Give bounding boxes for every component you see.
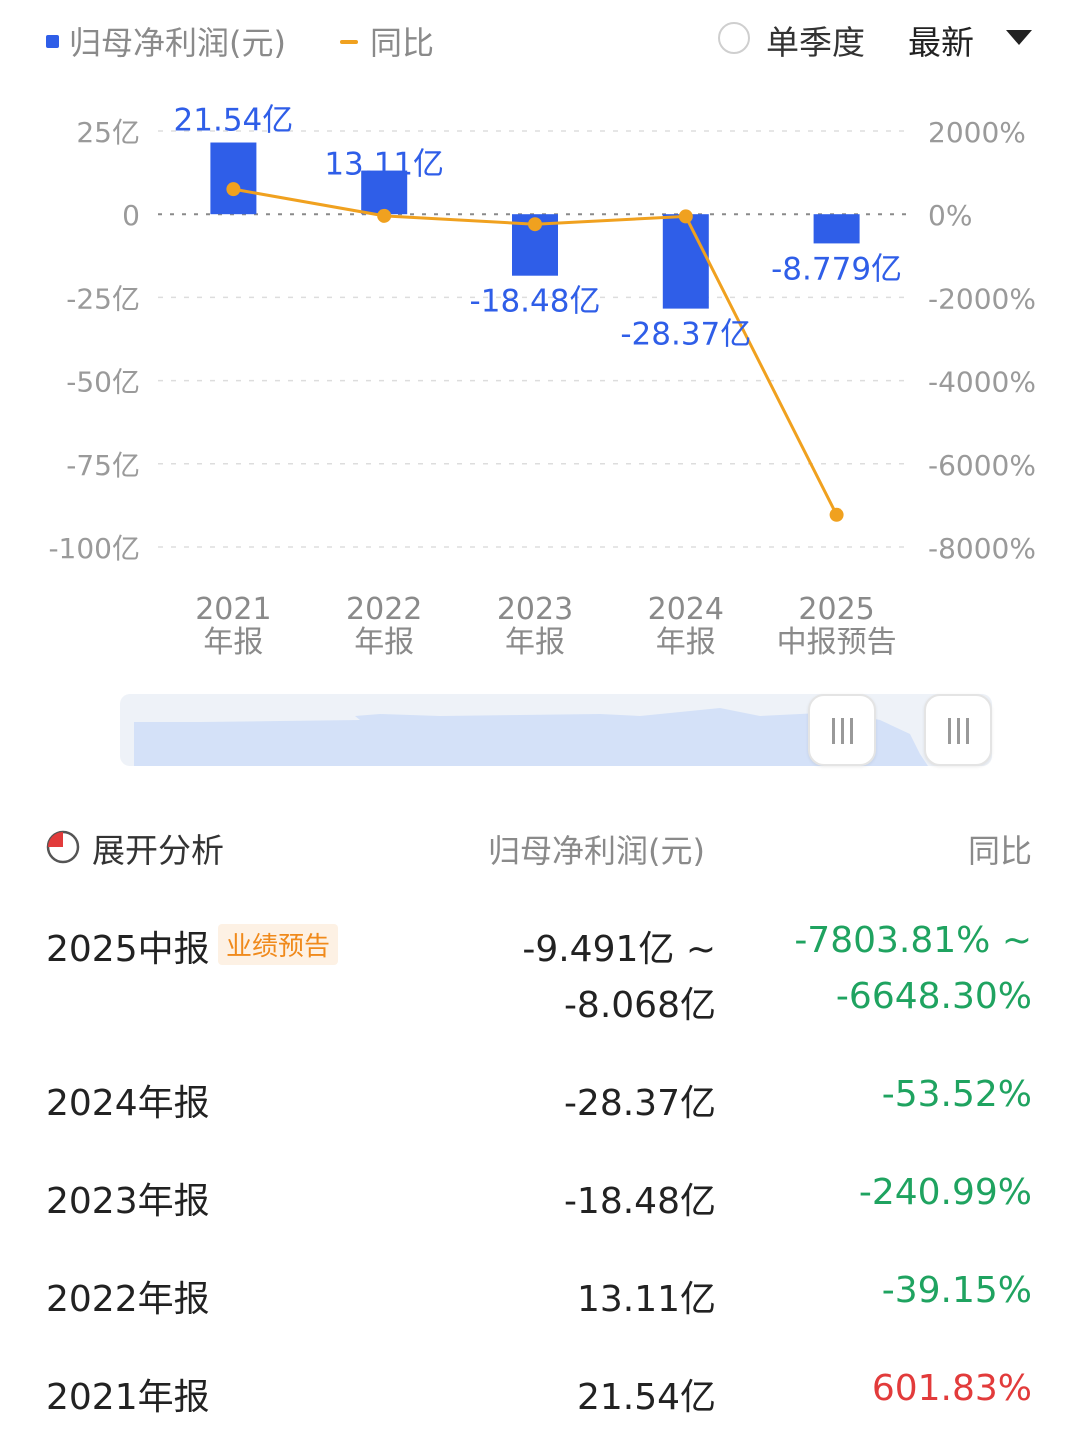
row-value: 21.54亿 [576,1377,716,1418]
bar-value-label: -8.779亿 [771,251,902,287]
legend-item-yoy[interactable]: 同比 [340,18,434,64]
data-labels: 21.54亿 13.11亿 -18.48亿 -28.37亿 -8.779亿 [174,103,903,353]
x-tick-label-year: 2022 [346,592,422,627]
x-tick-label-year: 2023 [497,592,573,627]
x-tick-label-type: 年报 [505,625,565,660]
right-tick-label: 2000% [928,116,1026,149]
slider-preview [134,708,928,766]
yoy-point [678,209,693,224]
grip-icon [948,718,970,744]
slider-handle-right[interactable] [924,694,992,766]
sort-dropdown-label: 最新 [908,23,974,62]
row-period-label: 2024年报 [46,1083,210,1124]
row-yoy: -53.52% [881,1074,1032,1115]
row-value-line1: -9.491亿 ~ [522,929,716,970]
row-value: -18.48亿 [563,1181,716,1222]
grid-layer [158,130,912,548]
row-value: -28.37亿 [563,1083,716,1124]
x-tick-label-year: 2024 [648,592,724,627]
row-value: 13.11亿 [576,1279,716,1320]
table-row[interactable]: 2021年报 21.54亿 601.83% [0,1368,1076,1418]
bar [210,142,257,215]
net-profit-chart: 25亿 0 -25亿 -50亿 -75亿 -100亿 2000% 0% -2000% -4000… [48,103,1036,660]
yoy-point [377,208,392,223]
chart-toolbar: 归母净利润(元) 同比 单季度 最新 [0,0,1076,80]
table-row[interactable]: 2022年报 13.11亿 -39.15% [0,1270,1076,1320]
row-period-label: 2023年报 [46,1181,210,1222]
left-tick-label: -25亿 [66,282,140,315]
x-tick-label-year: 2021 [195,592,271,627]
legend-net-profit-label: 归母净利润(元) [69,24,286,62]
yoy-line-series [226,182,844,522]
x-tick-label-type: 中报预告 [777,625,897,660]
legend-bar-swatch [46,35,59,48]
bar-value-label: 21.54亿 [174,103,294,139]
table-row[interactable]: 2023年报 -18.48亿 -240.99% [0,1172,1076,1222]
row-yoy: -39.15% [881,1270,1032,1311]
bar-value-label: 13.11亿 [324,147,444,183]
single-quarter-label[interactable]: 单季度 [766,23,865,62]
pie-chart-icon[interactable] [46,830,80,864]
range-slider[interactable] [120,694,992,766]
grip-icon [832,718,854,744]
row-yoy-line2: -6648.30% [835,976,1032,1017]
left-tick-label: 0 [122,199,140,232]
row-yoy: -240.99% [858,1172,1032,1213]
row-value-line2: -8.068亿 [563,985,716,1026]
right-tick-label: 0% [928,199,972,232]
row-yoy: 601.83% [871,1368,1032,1409]
chevron-down-icon[interactable] [1006,30,1032,45]
row-period-label: 2021年报 [46,1377,210,1418]
x-tick-label-type: 年报 [203,625,263,660]
right-tick-label: -8000% [928,532,1036,565]
analysis-header: 展开分析 归母净利润(元) 同比 [0,818,1076,878]
left-tick-label: -100亿 [48,532,140,565]
yoy-point [226,182,241,197]
slider-preview-area [134,708,928,766]
slider-handle-left[interactable] [808,694,876,766]
table-row[interactable]: 2025中报 业绩预告 -9.491亿 ~ -8.068亿 -7803.81% … [0,920,1076,1030]
left-axis: 25亿 0 -25亿 -50亿 -75亿 -100亿 [48,116,140,565]
bar-value-label: -18.48亿 [470,284,601,320]
bar-series [210,142,860,309]
x-tick-label-year: 2025 [798,592,874,627]
row-period-label: 2022年报 [46,1279,210,1320]
expand-analysis-link[interactable]: 展开分析 [92,831,224,870]
row-period-label: 2025中报 [46,929,210,970]
bar-value-label: -28.37亿 [620,317,751,353]
yoy-point [829,507,844,522]
legend-yoy-label: 同比 [370,24,435,62]
left-tick-label: 25亿 [76,116,140,149]
x-tick-label-type: 年报 [354,625,414,660]
bar [662,214,709,309]
left-tick-label: -50亿 [66,366,140,399]
single-quarter-radio[interactable] [718,22,750,54]
left-tick-label: -75亿 [66,449,140,482]
right-tick-label: -2000% [928,282,1036,315]
table-row[interactable]: 2024年报 -28.37亿 -53.52% [0,1074,1076,1124]
right-tick-label: -4000% [928,366,1036,399]
forecast-badge: 业绩预告 [218,924,339,965]
right-axis: 2000% 0% -2000% -4000% -6000% -8000% [928,116,1036,565]
x-tick-label-type: 年报 [656,625,716,660]
column-header-yoy: 同比 [967,832,1032,870]
sort-dropdown[interactable]: 最新 [908,16,974,64]
row-yoy-line1: -7803.81% ~ [794,920,1032,961]
legend-item-net-profit[interactable]: 归母净利润(元) [46,18,286,64]
bar [361,170,408,215]
column-header-net-profit: 归母净利润(元) [488,832,705,870]
legend-line-swatch [340,40,358,44]
bar [813,214,860,244]
right-tick-label: -6000% [928,449,1036,482]
yoy-point [528,217,542,232]
